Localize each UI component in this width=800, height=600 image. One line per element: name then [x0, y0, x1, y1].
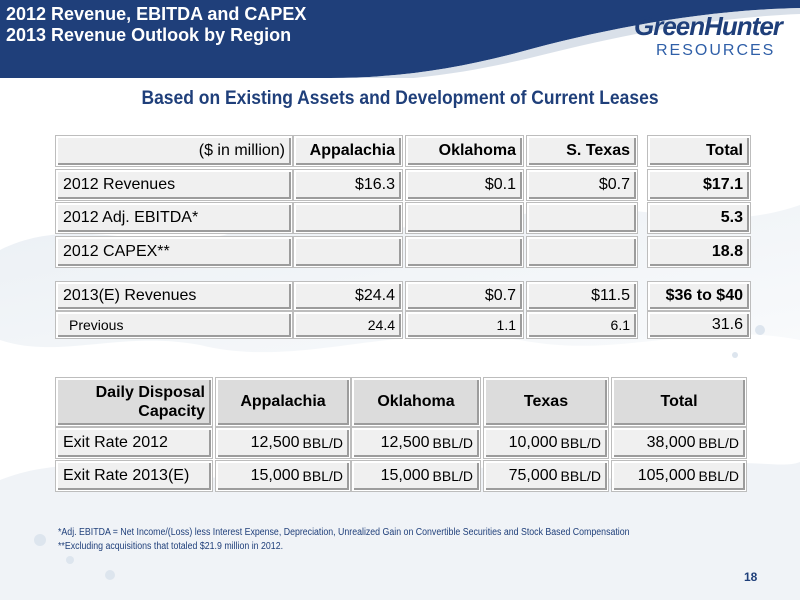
capacity-cell-appalachia: 15,000 BBL/D — [215, 460, 351, 492]
cell-appalachia: $16.3 — [293, 169, 403, 201]
row-label: Previous — [55, 311, 293, 339]
row-label: 2012 Adj. EBITDA* — [55, 202, 293, 234]
company-logo: GreenHunter RESOURCES — [634, 12, 794, 64]
cell-appalachia: $24.4 — [293, 281, 403, 311]
cell-stexas — [526, 202, 638, 234]
row-label: 2012 CAPEX** — [55, 236, 293, 268]
logo-wordmark: GreenHunter — [634, 11, 783, 41]
title-line-2: 2013 Revenue Outlook by Region — [6, 25, 292, 45]
title-banner — [0, 0, 800, 78]
cell-total: $36 to $40 — [647, 281, 751, 311]
capacity-cell-oklahoma: 12,500 BBL/D — [351, 427, 481, 459]
capacity-header-appalachia: Appalachia — [215, 377, 351, 427]
footnote-ebitda: *Adj. EBITDA = Net Income/(Loss) less In… — [58, 527, 630, 538]
page-title: 2012 Revenue, EBITDA and CAPEX 2013 Reve… — [6, 4, 306, 46]
cell-stexas — [526, 236, 638, 268]
page-number: 18 — [744, 570, 758, 584]
capacity-row-label: Exit Rate 2012 — [55, 427, 213, 459]
cell-appalachia — [293, 202, 403, 234]
row-label: 2012 Revenues — [55, 169, 293, 201]
cell-stexas: 6.1 — [526, 311, 638, 339]
cell-total: $17.1 — [647, 169, 751, 201]
cell-oklahoma: $0.7 — [405, 281, 524, 311]
cell-stexas: $11.5 — [526, 281, 638, 311]
title-line-1: 2012 Revenue, EBITDA and CAPEX — [6, 4, 307, 24]
cell-oklahoma — [405, 202, 524, 234]
cell-stexas: $0.7 — [526, 169, 638, 201]
cell-oklahoma: $0.1 — [405, 169, 524, 201]
header-appalachia: Appalachia — [293, 135, 403, 167]
capacity-row-label: Exit Rate 2013(E) — [55, 460, 213, 492]
subtitle: Based on Existing Assets and Development… — [141, 88, 659, 109]
capacity-cell-total: 105,000 BBL/D — [611, 460, 747, 492]
capacity-header-oklahoma: Oklahoma — [351, 377, 481, 427]
capacity-header-texas: Texas — [483, 377, 609, 427]
cell-appalachia — [293, 236, 403, 268]
cell-total: 31.6 — [647, 311, 751, 339]
capacity-cell-texas: 10,000 BBL/D — [483, 427, 609, 459]
cell-total: 18.8 — [647, 236, 751, 268]
cell-oklahoma: 1.1 — [405, 311, 524, 339]
capacity-cell-total: 38,000 BBL/D — [611, 427, 747, 459]
capacity-cell-oklahoma: 15,000 BBL/D — [351, 460, 481, 492]
capacity-header-line-1: Daily Disposal — [95, 384, 205, 401]
capacity-cell-appalachia: 12,500 BBL/D — [215, 427, 351, 459]
footnote-capex: **Excluding acquisitions that totaled $2… — [58, 541, 284, 552]
header-total: Total — [647, 135, 751, 167]
cell-oklahoma — [405, 236, 524, 268]
capacity-header-line-2: Capacity — [138, 403, 205, 420]
row-label: 2013(E) Revenues — [55, 281, 293, 311]
logo-subtext: RESOURCES — [656, 42, 776, 59]
capacity-cell-texas: 75,000 BBL/D — [483, 460, 609, 492]
header-oklahoma: Oklahoma — [405, 135, 524, 167]
cell-appalachia: 24.4 — [293, 311, 403, 339]
header-stexas: S. Texas — [526, 135, 638, 167]
capacity-header-total: Total — [611, 377, 747, 427]
cell-total: 5.3 — [647, 202, 751, 234]
header-units: ($ in million) — [55, 135, 293, 167]
capacity-header-label: Daily Disposal Capacity — [55, 377, 213, 427]
